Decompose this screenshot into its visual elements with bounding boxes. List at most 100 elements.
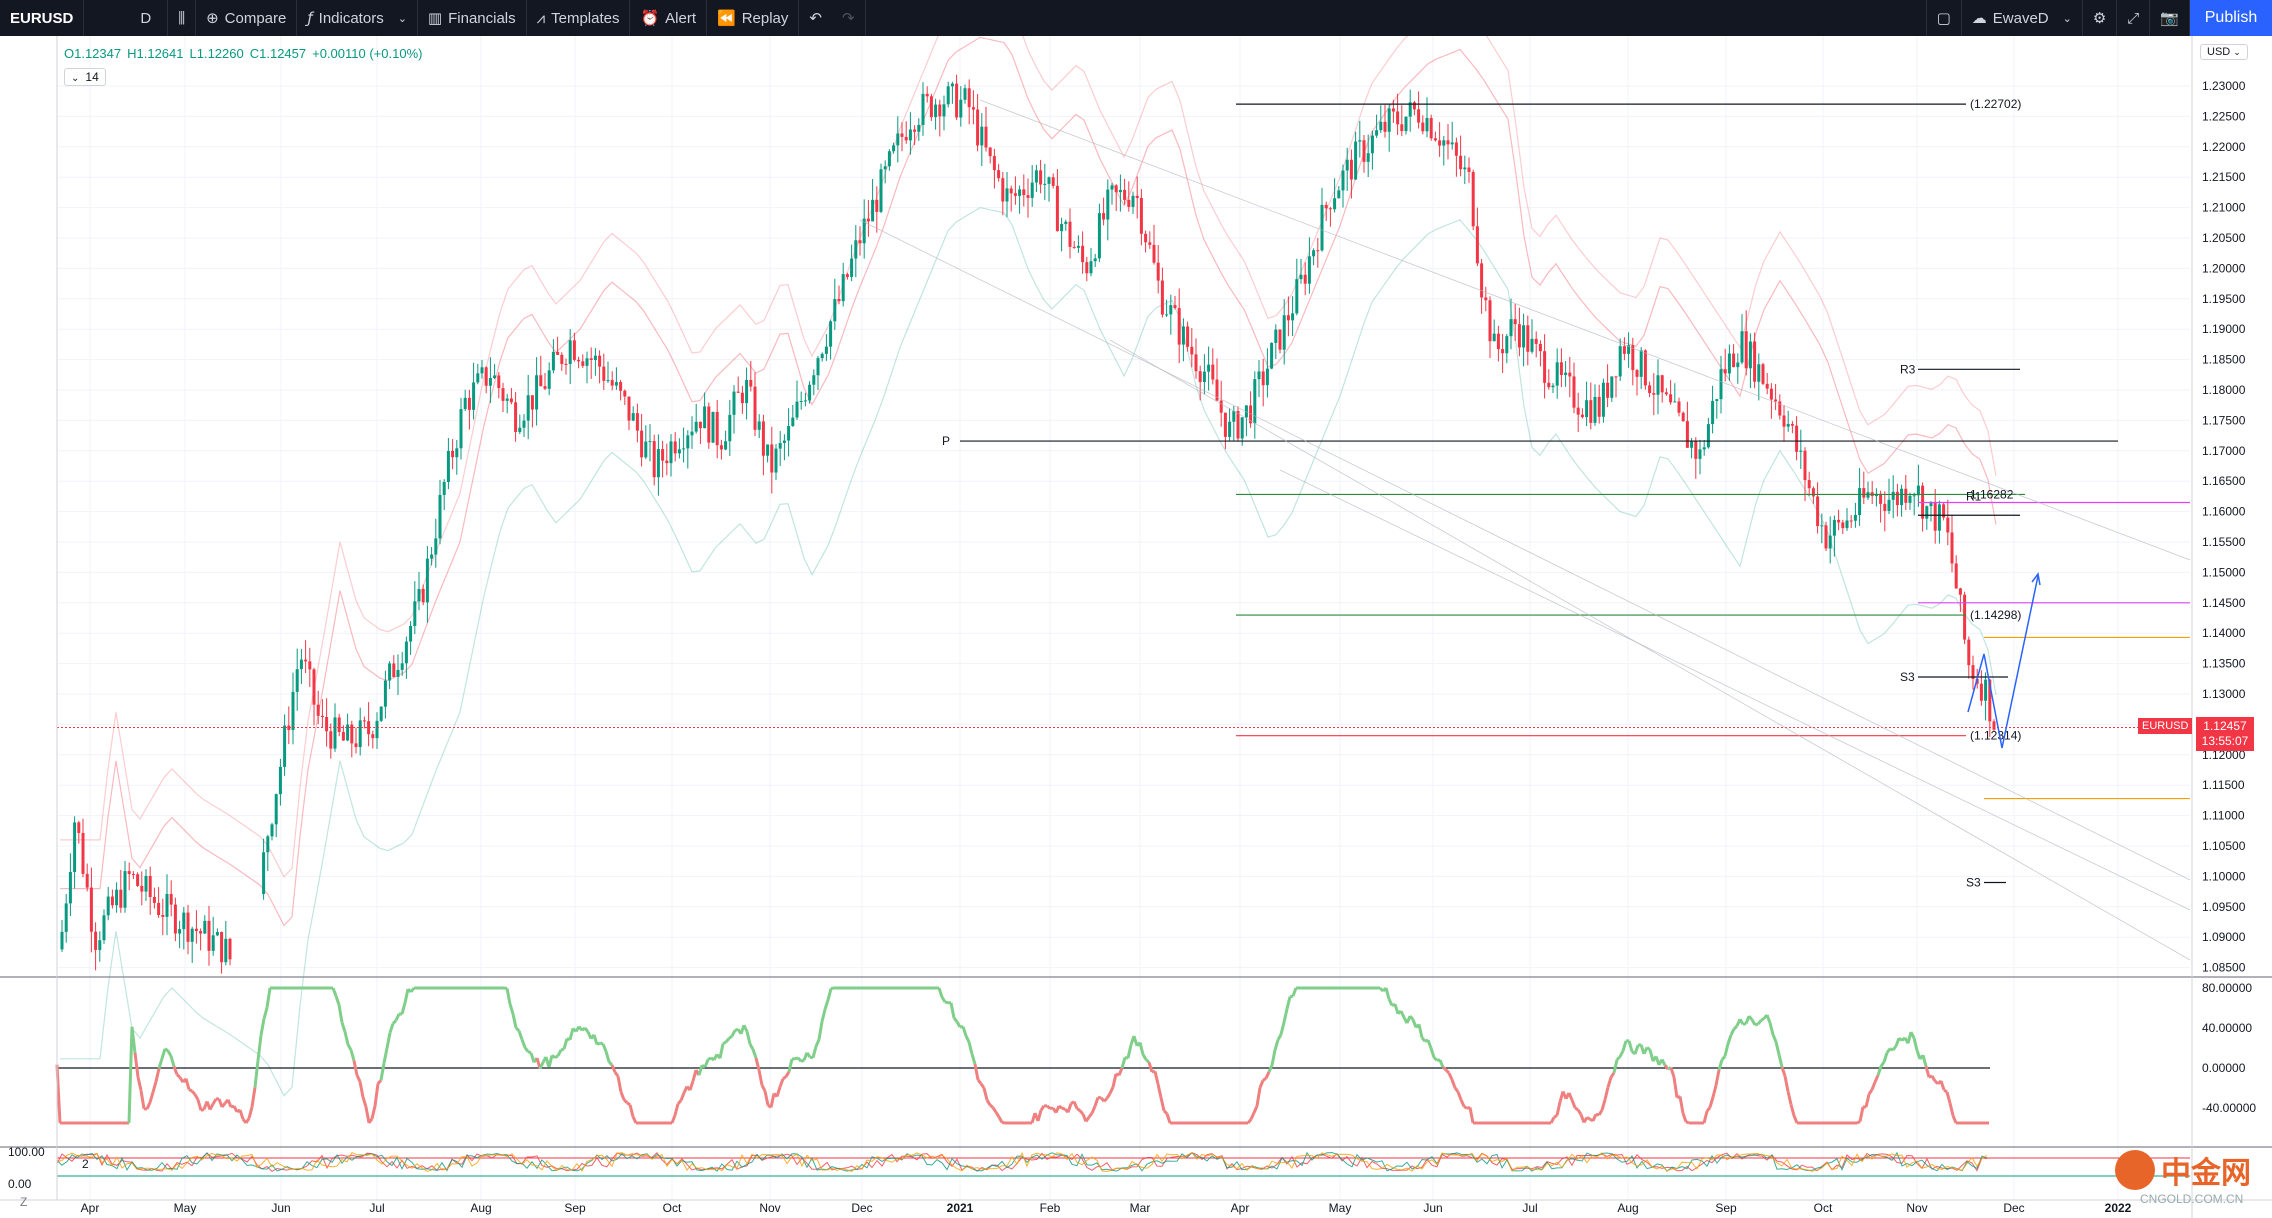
candle-body bbox=[98, 940, 102, 950]
undo-button[interactable]: ↶ bbox=[799, 0, 832, 36]
replay-button[interactable]: ⏪ Replay bbox=[707, 0, 800, 36]
candle-body bbox=[1732, 353, 1736, 368]
panel-separators bbox=[0, 976, 2272, 1148]
oscillator-segment bbox=[1141, 1053, 1148, 1061]
publish-button[interactable]: Publish bbox=[2190, 0, 2272, 36]
oscillator-segment bbox=[1093, 1096, 1100, 1107]
candle-body bbox=[131, 874, 135, 876]
oscillator-segment bbox=[1702, 1110, 1709, 1124]
oscillator-segment bbox=[1612, 1059, 1619, 1074]
candle-body bbox=[934, 104, 938, 118]
candle-body bbox=[808, 384, 812, 401]
candle-body bbox=[400, 663, 404, 670]
candle-body bbox=[337, 717, 341, 732]
candle-body bbox=[1954, 563, 1958, 589]
symbol-search[interactable]: EURUSD bbox=[0, 0, 85, 36]
candle-body bbox=[892, 145, 896, 152]
snapshot-button[interactable]: 📷 bbox=[2150, 0, 2190, 36]
candle-body bbox=[1114, 185, 1118, 193]
candle-body bbox=[749, 379, 753, 387]
projection-path bbox=[1967, 575, 2039, 749]
candle-body bbox=[1576, 407, 1580, 415]
candle-body bbox=[997, 170, 1001, 179]
price-tick-label: 1.09500 bbox=[2202, 900, 2246, 914]
chart-type-button[interactable]: ⫼ bbox=[168, 0, 197, 36]
candle-body bbox=[438, 494, 442, 539]
timezone-toggle[interactable]: Z bbox=[20, 1195, 28, 1209]
candle-body bbox=[333, 717, 337, 749]
compare-button[interactable]: ⊕ Compare bbox=[196, 0, 298, 36]
oscillator-segment bbox=[1726, 1034, 1733, 1045]
candle-body bbox=[854, 240, 858, 259]
candle-body bbox=[1051, 177, 1055, 186]
oscillator-segment bbox=[1258, 1079, 1265, 1089]
oscillator-segment bbox=[1076, 1107, 1081, 1112]
oscillator-segment bbox=[1663, 1064, 1670, 1071]
candle-body bbox=[404, 641, 408, 664]
candle-body bbox=[1942, 504, 1946, 518]
candle-body bbox=[1165, 314, 1169, 316]
indicators-button[interactable]: ƒ Indicators ⌄ bbox=[297, 0, 418, 36]
oscillator-segment bbox=[370, 1105, 377, 1120]
candle-body bbox=[1895, 491, 1899, 506]
oscillator-segment bbox=[676, 1099, 683, 1105]
candle-body bbox=[1971, 665, 1975, 679]
trend-channel-line bbox=[1109, 339, 2191, 961]
candle-body bbox=[102, 915, 106, 941]
oscillator-segment bbox=[742, 1024, 749, 1033]
layout-menu[interactable]: ☁ EwaveD ⌄ bbox=[1962, 0, 2083, 36]
candle-body bbox=[1303, 274, 1307, 284]
last-price: 1.12457 bbox=[2203, 719, 2247, 733]
candle-body bbox=[971, 107, 975, 110]
redo-button[interactable]: ↷ bbox=[832, 0, 866, 36]
time-tick-label: Feb bbox=[1040, 1201, 1061, 1215]
templates-button[interactable]: ⩘ Templates bbox=[527, 0, 631, 36]
candle-body bbox=[178, 929, 182, 934]
oscillator-segment bbox=[1783, 1075, 1790, 1092]
price-tick-label: 1.19500 bbox=[2202, 292, 2246, 306]
financials-label: Financials bbox=[448, 9, 516, 27]
oscillator-segment bbox=[1153, 1070, 1160, 1085]
oscillator-segment bbox=[1399, 1010, 1406, 1018]
candle-body bbox=[1475, 226, 1479, 264]
oscillator-segment bbox=[1165, 1113, 1172, 1124]
oscillator-segment bbox=[613, 1071, 620, 1078]
fullscreen-toggle[interactable]: ▢ bbox=[1925, 0, 1962, 36]
currency-selector[interactable]: USD ⌄ bbox=[2200, 44, 2248, 60]
candle-body bbox=[1946, 517, 1950, 533]
candle-body bbox=[1958, 588, 1962, 595]
oscillator-segment bbox=[616, 1075, 623, 1093]
candle-body bbox=[467, 397, 471, 410]
candle-body bbox=[829, 321, 833, 347]
oscillator-segment bbox=[1760, 1017, 1765, 1022]
layout-name: EwaveD bbox=[1992, 9, 2049, 27]
candle-body bbox=[1811, 488, 1815, 497]
candle-body bbox=[703, 406, 707, 429]
price-tick-label: 1.16500 bbox=[2202, 474, 2246, 488]
settings-button[interactable]: ⚙ bbox=[2083, 0, 2118, 36]
oscillator-segment bbox=[826, 988, 833, 1001]
oscillator-segment bbox=[1621, 1040, 1628, 1052]
financials-button[interactable]: ▥ Financials bbox=[418, 0, 527, 36]
interval-button[interactable]: D bbox=[124, 0, 169, 36]
chart-canvas[interactable]: (1.22702) P 1.16282 (1.14298) (1.12314) R3 R1 S… bbox=[0, 36, 2272, 1218]
candle-body bbox=[1753, 341, 1757, 382]
period-label: 14 bbox=[85, 70, 99, 84]
candle-body bbox=[68, 871, 72, 904]
oscillator-segment bbox=[1609, 1071, 1616, 1079]
oscillator-segment bbox=[809, 1055, 814, 1060]
price-tick-label: 1.10000 bbox=[2202, 869, 2246, 883]
candle-body bbox=[787, 425, 791, 441]
upper-band-line bbox=[60, 36, 1997, 878]
projection-arrowhead bbox=[2031, 572, 2041, 586]
candle-body bbox=[913, 129, 917, 132]
alert-button[interactable]: ⏰ Alert bbox=[630, 0, 708, 36]
oscillator-segment bbox=[1246, 1118, 1253, 1124]
candle-body bbox=[1160, 280, 1164, 315]
indicator-period-toggle[interactable]: ⌄ 14 bbox=[64, 68, 106, 86]
expand-button[interactable]: ⤢ bbox=[2117, 0, 2151, 36]
candle-body bbox=[1433, 138, 1437, 141]
oscillator-segment bbox=[619, 1091, 626, 1101]
candle-body bbox=[1656, 375, 1660, 395]
oscillator-segment bbox=[188, 1088, 193, 1093]
